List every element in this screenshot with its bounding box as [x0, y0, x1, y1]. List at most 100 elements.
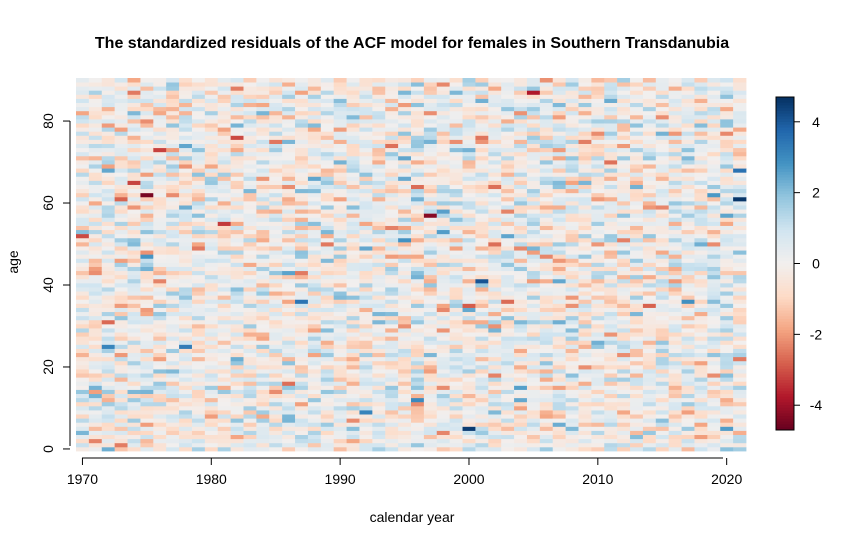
heatmap-cell	[617, 78, 631, 83]
heatmap-cell	[282, 274, 296, 280]
heatmap-cell	[436, 295, 451, 300]
heatmap-cell	[269, 254, 283, 259]
heatmap-cell	[217, 213, 232, 218]
heatmap-cell	[359, 434, 373, 440]
heatmap-cell	[140, 336, 154, 341]
heatmap-cell	[256, 369, 270, 374]
heatmap-cell	[140, 282, 154, 288]
colorbar-segment	[776, 391, 794, 395]
heatmap-cell	[295, 78, 309, 83]
heatmap-cell	[733, 303, 747, 308]
colorbar-segment	[776, 366, 794, 370]
heatmap-cell	[256, 114, 270, 120]
heatmap-cell	[372, 217, 386, 222]
heatmap-cell	[449, 164, 463, 169]
heatmap-cell	[591, 340, 605, 345]
heatmap-cell	[191, 241, 206, 247]
heatmap-cell	[552, 381, 567, 386]
heatmap-cell	[488, 102, 502, 108]
heatmap-cell	[398, 287, 412, 292]
heatmap-cell	[179, 291, 193, 296]
heatmap-cell	[269, 328, 283, 333]
heatmap-cell	[153, 373, 167, 378]
heatmap-cell	[630, 151, 644, 157]
heatmap-cell	[630, 213, 644, 218]
heatmap-cell	[243, 172, 257, 177]
heatmap-cell	[269, 131, 283, 136]
heatmap-cell	[604, 172, 618, 177]
heatmap-cell	[591, 246, 605, 251]
heatmap-cell	[449, 352, 463, 358]
heatmap-cell	[346, 155, 360, 161]
heatmap-cell	[733, 164, 747, 169]
heatmap-cell	[681, 434, 695, 440]
heatmap-cell	[681, 430, 695, 436]
heatmap-cell	[243, 270, 257, 276]
heatmap-cell	[243, 131, 257, 136]
heatmap-cell	[617, 147, 631, 153]
heatmap-cell	[295, 360, 309, 366]
heatmap-cell	[269, 311, 283, 317]
heatmap-cell	[578, 196, 592, 202]
heatmap-cell	[655, 225, 670, 231]
heatmap-cell	[436, 278, 451, 284]
heatmap-cell	[668, 319, 682, 325]
heatmap-cell	[372, 418, 386, 423]
colorbar-segment	[776, 255, 794, 259]
heatmap-cell	[256, 205, 270, 210]
heatmap-cell	[642, 287, 657, 292]
heatmap-cell	[256, 225, 270, 231]
heatmap-cell	[269, 213, 283, 218]
heatmap-cell	[76, 118, 90, 124]
heatmap-cell	[359, 348, 373, 354]
colorbar-segment	[776, 346, 794, 351]
heatmap-cell	[591, 397, 605, 403]
heatmap-cell	[282, 192, 296, 198]
heatmap-cell	[256, 295, 270, 300]
heatmap-cell	[282, 295, 296, 300]
heatmap-cell	[707, 299, 721, 304]
heatmap-cell	[166, 229, 180, 235]
heatmap-cell	[398, 139, 412, 144]
heatmap-cell	[591, 291, 605, 296]
heatmap-cell	[720, 323, 734, 329]
heatmap-cell	[411, 254, 425, 259]
heatmap-cell	[617, 336, 631, 341]
heatmap-cell	[539, 246, 554, 251]
heatmap-cell	[230, 303, 244, 308]
heatmap-cell	[630, 315, 644, 321]
heatmap-cell	[243, 401, 257, 407]
heatmap-cell	[604, 352, 618, 358]
heatmap-cell	[681, 196, 695, 202]
colorbar-segment	[776, 316, 794, 320]
heatmap-cell	[552, 410, 567, 415]
heatmap-cell	[398, 422, 412, 427]
heatmap-cell	[668, 172, 682, 177]
heatmap-cell	[282, 303, 296, 308]
heatmap-cell	[166, 369, 180, 374]
heatmap-cell	[462, 295, 476, 300]
heatmap-cell	[307, 344, 322, 349]
heatmap-cell	[153, 344, 167, 349]
heatmap-cell	[346, 250, 360, 255]
heatmap-cell	[668, 102, 682, 108]
colorbar-segment	[776, 138, 794, 142]
heatmap-cell	[295, 414, 309, 419]
heatmap-cell	[462, 143, 476, 149]
heatmap-cell	[153, 90, 167, 95]
heatmap-cell	[333, 188, 347, 194]
heatmap-cell	[668, 217, 682, 222]
heatmap-cell	[642, 270, 657, 276]
heatmap-cell	[101, 123, 116, 128]
heatmap-cell	[694, 192, 708, 198]
heatmap-cell	[217, 164, 232, 169]
heatmap-cell	[140, 159, 154, 165]
heatmap-cell	[552, 360, 567, 366]
heatmap-cell	[295, 348, 309, 354]
heatmap-cell	[565, 311, 579, 317]
heatmap-cell	[333, 155, 347, 161]
heatmap-cell	[179, 266, 193, 272]
heatmap-cell	[153, 418, 167, 423]
heatmap-cell	[269, 147, 283, 153]
heatmap-cell	[295, 307, 309, 313]
